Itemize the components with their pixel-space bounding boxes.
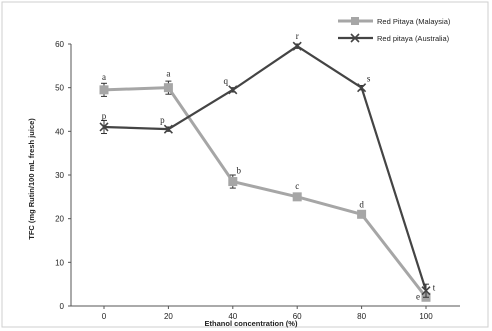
axes: 0 10 20 30 40 50 60 0 20 40 60 80 100 — [55, 40, 460, 321]
data-point — [163, 83, 173, 93]
y-tick-label: 20 — [55, 215, 64, 224]
data-label: s — [367, 74, 371, 84]
data-label: b — [237, 166, 242, 176]
marker-stroke — [228, 85, 238, 95]
data-point — [228, 85, 238, 95]
marker-stroke — [421, 286, 431, 296]
y-tick-label: 60 — [55, 40, 64, 49]
data-label: r — [296, 31, 299, 41]
data-label: p — [102, 111, 107, 121]
data-point — [357, 209, 367, 219]
y-tick-label: 40 — [55, 127, 64, 136]
series-line — [103, 45, 428, 292]
marker-stroke — [357, 83, 367, 93]
x-tick-label: 60 — [293, 312, 302, 321]
data-point — [99, 85, 109, 95]
marker-stroke — [292, 41, 302, 51]
legend-marker — [350, 33, 360, 43]
y-tick-label: 10 — [55, 258, 64, 267]
data-label: t — [433, 283, 436, 293]
data-label: q — [224, 76, 229, 86]
data-label: e — [416, 291, 420, 301]
legend: Red Pitaya (Malaysia) Red pitaya (Austral… — [338, 17, 451, 43]
y-tick-label: 50 — [55, 84, 64, 93]
y-tick-label: 30 — [55, 171, 64, 180]
series-layer: a a b c d e p p q r s t — [99, 31, 436, 302]
chart-frame — [1, 1, 489, 328]
data-point — [357, 83, 367, 93]
x-tick-label: 80 — [357, 312, 366, 321]
series-line — [103, 86, 428, 299]
legend-marker — [351, 17, 359, 25]
marker-stroke — [99, 122, 109, 132]
x-axis-title: Ethanol concentration (%) — [205, 319, 298, 328]
x-tick-label: 40 — [228, 312, 237, 321]
series-2: p p q r s t — [99, 31, 436, 298]
x-tick-label: 20 — [164, 312, 173, 321]
data-label: a — [166, 69, 170, 79]
legend-label: Red pitaya (Australia) — [377, 34, 450, 43]
x-tick-label: 100 — [419, 312, 433, 321]
data-point — [99, 122, 109, 132]
data-label: d — [359, 199, 364, 209]
data-point — [163, 124, 173, 134]
data-point — [228, 177, 238, 187]
data-label: p — [160, 115, 165, 125]
x-tick-label: 0 — [102, 312, 107, 321]
legend-label: Red Pitaya (Malaysia) — [377, 17, 451, 26]
marker-stroke — [163, 124, 173, 134]
data-point — [292, 192, 302, 202]
data-point — [421, 286, 431, 296]
data-point — [292, 41, 302, 51]
data-label: c — [295, 181, 299, 191]
y-axis-title: TFC (mg Rutin/100 mL fresh juice) — [27, 118, 36, 240]
data-label: a — [102, 72, 106, 82]
y-tick-label: 0 — [60, 302, 65, 311]
